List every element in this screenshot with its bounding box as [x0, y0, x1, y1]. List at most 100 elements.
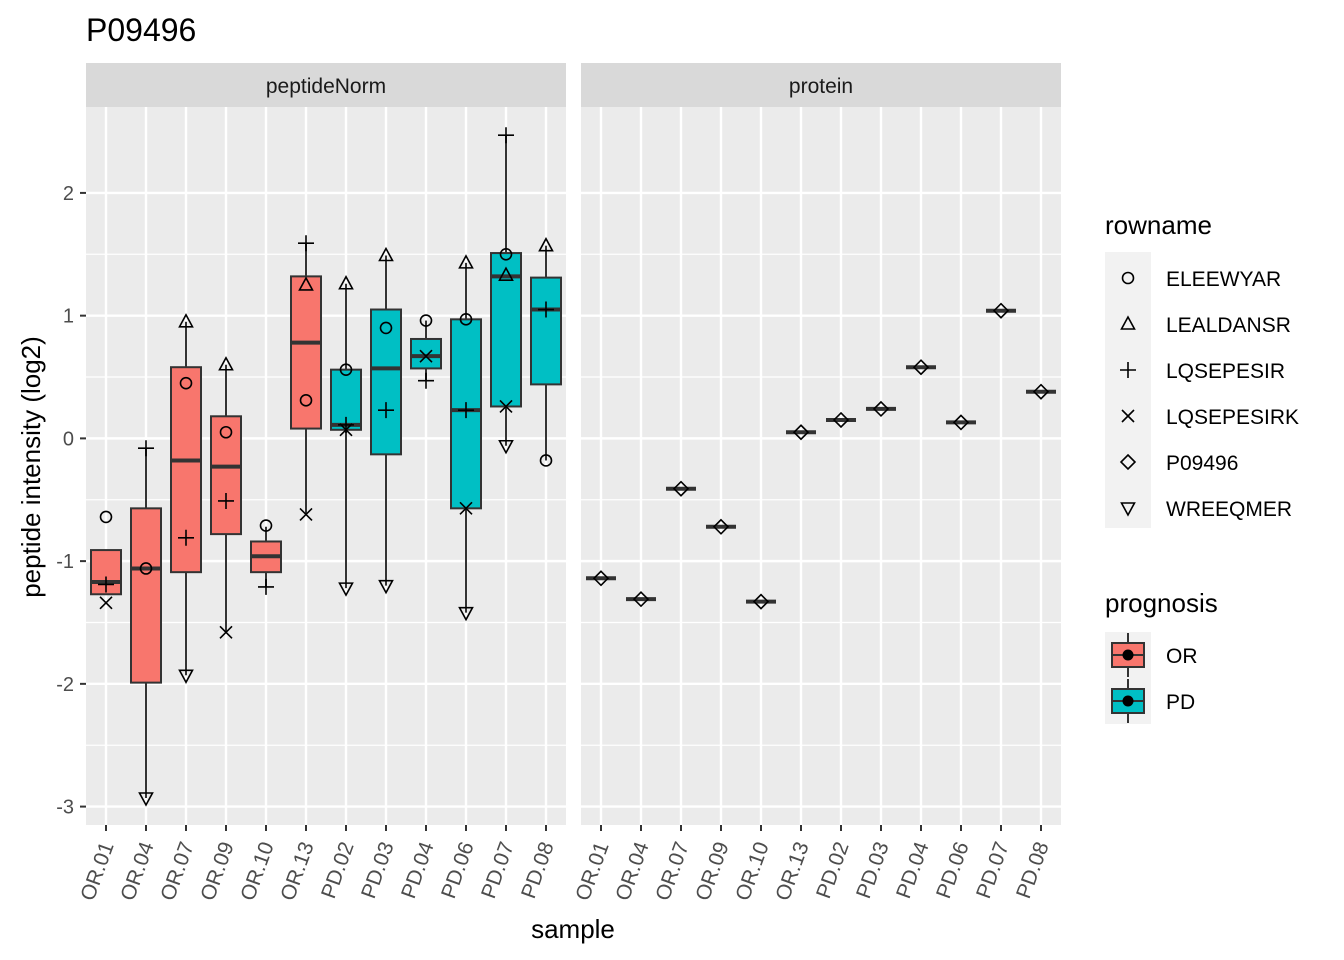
x-tick-label: PD.06	[932, 839, 974, 902]
x-tick-label: OR.07	[156, 839, 198, 904]
legend-shape-entries: ELEEWYAR LEALDANSR LQSEPESIR LQSEPESIRK P094…	[1105, 252, 1299, 528]
point-p09496	[792, 424, 810, 441]
point-p09496	[672, 480, 690, 497]
point-eleewyar	[299, 394, 313, 407]
point-p09496	[1032, 383, 1050, 400]
point-lqsepesir	[498, 127, 514, 144]
point-eleewyar	[219, 425, 233, 439]
point-wreeqmer	[378, 579, 394, 595]
y-tick-label: 0	[63, 428, 74, 450]
point-lqsepesir	[98, 576, 114, 593]
point-eleewyar	[339, 363, 353, 376]
point-lqsepesirk	[419, 349, 433, 363]
point-eleewyar	[499, 247, 513, 261]
legend-key-or	[1111, 633, 1145, 677]
point-eleewyar	[539, 454, 553, 467]
legend-key-triangle	[1120, 315, 1136, 330]
box-PD.07	[490, 135, 522, 446]
point-eleewyar	[459, 313, 473, 326]
legend-key-triangle-down	[1120, 502, 1136, 517]
point-p09496	[592, 570, 610, 587]
x-tick-label: PD.08	[517, 839, 559, 902]
point-eleewyar	[179, 376, 193, 390]
legend-label: ELEEWYAR	[1166, 268, 1281, 291]
x-tick-label: PD.02	[812, 839, 854, 902]
point-lqsepesir	[378, 402, 394, 419]
x-tick-label: OR.01	[76, 839, 118, 904]
point-lealdansr	[538, 237, 554, 252]
point-eleewyar	[139, 562, 153, 575]
legend-label: P09496	[1166, 452, 1238, 475]
x-tick-label: OR.04	[611, 839, 653, 904]
facet-strip	[581, 63, 1061, 107]
point-lqsepesir	[138, 440, 154, 457]
box-OR.10	[250, 526, 282, 587]
x-tick-label: PD.07	[477, 839, 519, 902]
x-tick-label: OR.04	[116, 839, 158, 904]
box-body	[170, 366, 202, 574]
point-p09496	[632, 591, 650, 608]
chart-title: P09496	[86, 12, 196, 48]
box-OR.13	[290, 243, 322, 515]
legend-label: LQSEPESIRK	[1166, 406, 1299, 429]
point-p09496	[952, 414, 970, 431]
x-tick-label: OR.13	[276, 839, 318, 904]
x-tick-label: OR.10	[236, 839, 278, 904]
x-axis: OR.01OR.04OR.07OR.09OR.10OR.13PD.02PD.03…	[76, 825, 1054, 904]
x-tick-label: PD.08	[1012, 839, 1054, 902]
point-lqsepesir	[458, 402, 474, 419]
point-wreeqmer	[138, 792, 154, 807]
facet-strip-label: peptideNorm	[266, 75, 386, 98]
point-p09496	[832, 411, 850, 429]
box-body	[90, 549, 122, 596]
point-lqsepesirk	[339, 423, 353, 437]
y-tick-label: 2	[63, 183, 74, 205]
x-axis-label: sample	[531, 914, 615, 944]
legend-key-circle	[1121, 271, 1135, 285]
point-p09496	[992, 302, 1010, 319]
x-tick-label: OR.09	[691, 839, 733, 904]
x-tick-label: PD.03	[357, 839, 399, 902]
box-OR.04	[130, 448, 162, 798]
point-wreeqmer	[458, 606, 474, 622]
legend-shape-title: rowname	[1105, 210, 1212, 240]
point-lqsepesirk	[299, 507, 313, 522]
facet-strip	[86, 63, 566, 107]
point-wreeqmer	[338, 582, 354, 597]
point-lqsepesir	[258, 578, 274, 595]
box-OR.01	[90, 549, 122, 596]
point-lealdansr	[298, 276, 314, 291]
legend-label: LEALDANSR	[1166, 314, 1291, 337]
point-p09496	[872, 400, 890, 418]
x-tick-label: OR.09	[196, 839, 238, 904]
point-eleewyar	[379, 321, 393, 335]
facet-strip-label: protein	[789, 75, 853, 98]
point-lqsepesirk	[459, 501, 473, 515]
legend-label: PD	[1166, 691, 1195, 714]
legend-label: OR	[1166, 645, 1198, 668]
facet-protein: protein	[581, 63, 1061, 825]
x-tick-label: PD.04	[892, 839, 934, 902]
x-tick-label: PD.02	[317, 839, 359, 902]
legend-key-background	[1105, 252, 1151, 528]
y-axis-label: peptide intensity (log2)	[16, 336, 46, 598]
panel-background	[86, 107, 566, 825]
box-body	[210, 415, 242, 536]
point-lqsepesirk	[99, 596, 113, 610]
box-body	[490, 252, 522, 408]
point-lqsepesir	[418, 372, 434, 389]
x-tick-label: OR.10	[731, 839, 773, 904]
legend-label: LQSEPESIR	[1166, 360, 1285, 383]
point-lqsepesir	[538, 301, 554, 318]
point-lealdansr	[378, 246, 394, 262]
point-p09496	[912, 359, 930, 376]
legend-key-cross	[1121, 409, 1135, 423]
point-eleewyar	[99, 510, 113, 524]
legend-key-pd	[1111, 679, 1145, 723]
panel-background	[581, 107, 1061, 825]
y-tick-label: 1	[63, 306, 74, 328]
y-tick-label: -1	[56, 551, 74, 573]
point-wreeqmer	[498, 439, 514, 455]
point-lealdansr	[458, 254, 474, 269]
